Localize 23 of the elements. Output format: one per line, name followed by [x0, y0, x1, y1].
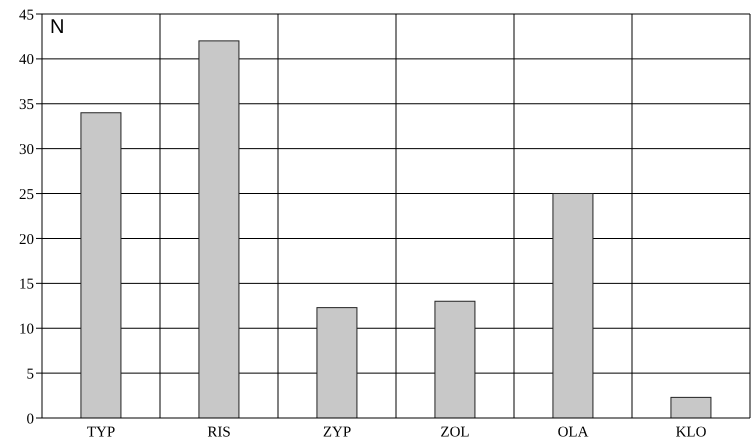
x-tick-label: ZYP — [322, 424, 352, 441]
y-tick-label: 35 — [19, 97, 34, 114]
bar — [316, 307, 358, 418]
x-tick-label: KLO — [676, 424, 707, 441]
y-tick-label: 30 — [19, 142, 34, 158]
bar — [80, 112, 122, 418]
y-tick-label: 40 — [19, 52, 34, 68]
bar — [198, 40, 240, 418]
y-tick-label: 10 — [19, 322, 34, 338]
bar — [552, 193, 594, 418]
bar — [670, 396, 712, 418]
x-tick-label: RIS — [207, 424, 231, 441]
y-tick-label: 20 — [19, 232, 34, 248]
y-tick-label: 45 — [19, 7, 34, 24]
y-tick-label: 15 — [19, 276, 34, 293]
y-tick-label: 0 — [26, 411, 34, 428]
y-axis-title: N — [50, 16, 64, 39]
x-tick-label: OLA — [558, 424, 589, 441]
x-tick-label: ZOL — [440, 424, 470, 441]
y-tick-label: 5 — [26, 366, 34, 382]
x-tick-label: TYP — [86, 424, 116, 441]
bar — [434, 300, 476, 418]
y-tick-label: 25 — [19, 186, 34, 203]
